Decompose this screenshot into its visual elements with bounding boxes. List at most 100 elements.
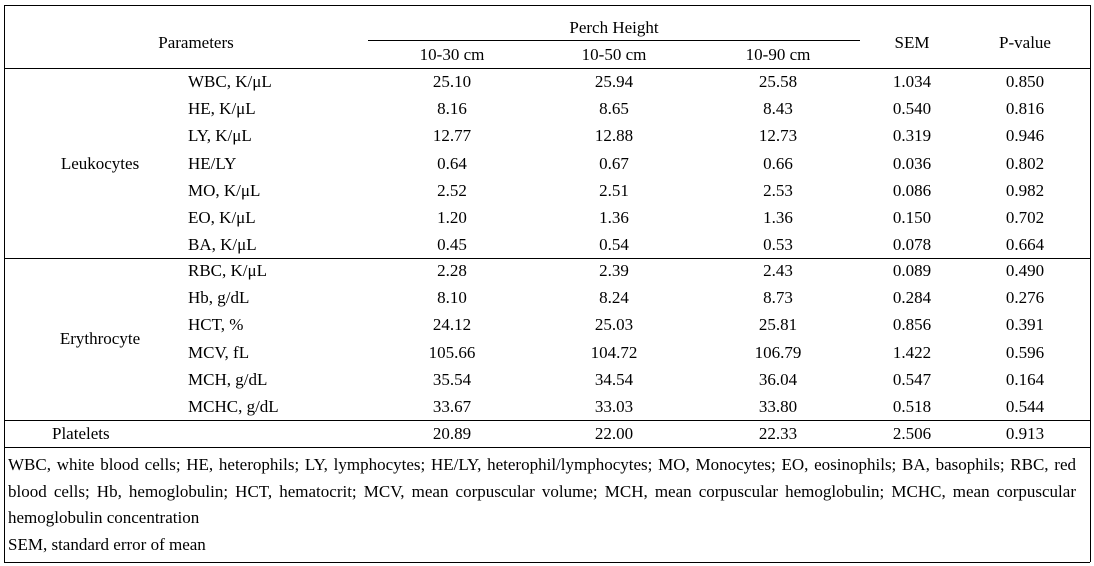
cell: 8.10 bbox=[437, 288, 467, 308]
cell: 0.518 bbox=[892, 397, 932, 416]
cell: 34.54 bbox=[594, 369, 634, 389]
cell: 0.850 bbox=[1005, 72, 1045, 91]
cell: 1.20 bbox=[437, 208, 467, 227]
cell: 2.43 bbox=[763, 261, 793, 280]
group-label: Leukocytes bbox=[60, 153, 140, 173]
cell: 8.43 bbox=[763, 99, 793, 119]
cell: 1.36 bbox=[763, 208, 793, 227]
cell: 0.596 bbox=[1005, 342, 1045, 362]
cell: 22.00 bbox=[594, 424, 634, 443]
rule bbox=[4, 5, 1090, 6]
cell: 2.51 bbox=[599, 180, 629, 200]
cell: 0.816 bbox=[1005, 99, 1045, 119]
cell: 0.64 bbox=[437, 153, 467, 173]
cell: 8.16 bbox=[437, 99, 467, 119]
border bbox=[1090, 5, 1091, 562]
cell: 25.58 bbox=[758, 72, 798, 91]
row-label: MO, K/μL bbox=[188, 180, 261, 200]
cell: 33.80 bbox=[758, 397, 798, 416]
header-cell: P-value bbox=[999, 33, 1051, 52]
header-cell: 10-30 cm bbox=[419, 45, 485, 64]
row-label: BA, K/μL bbox=[188, 235, 257, 255]
cell: 25.81 bbox=[758, 315, 798, 335]
cell: 2.39 bbox=[599, 261, 629, 280]
cell: 0.547 bbox=[892, 369, 932, 389]
cell: 0.664 bbox=[1005, 235, 1045, 255]
row-label: HCT, % bbox=[188, 315, 244, 335]
cell: 0.67 bbox=[599, 153, 629, 173]
cell: 0.490 bbox=[1005, 261, 1045, 280]
cell: 0.319 bbox=[892, 126, 932, 146]
cell: 22.33 bbox=[758, 424, 798, 443]
cell: 12.88 bbox=[594, 126, 634, 146]
rule bbox=[4, 68, 1090, 69]
cell: 0.66 bbox=[763, 153, 793, 173]
cell: 2.52 bbox=[437, 180, 467, 200]
rule bbox=[4, 420, 1090, 421]
cell: 0.276 bbox=[1005, 288, 1045, 308]
row-label: WBC, K/μL bbox=[188, 72, 272, 91]
rule bbox=[4, 562, 1090, 563]
row-label: Hb, g/dL bbox=[188, 288, 250, 308]
row-label: HE, K/μL bbox=[188, 99, 256, 119]
header-cell: Parameters bbox=[158, 33, 234, 52]
row-label: LY, K/μL bbox=[188, 126, 252, 146]
rule bbox=[4, 447, 1090, 448]
cell: 12.73 bbox=[758, 126, 798, 146]
cell: 12.77 bbox=[432, 126, 472, 146]
cell: 0.150 bbox=[892, 208, 932, 227]
group-label: Platelets bbox=[52, 424, 110, 443]
cell: 33.03 bbox=[594, 397, 634, 416]
cell: 0.036 bbox=[892, 153, 932, 173]
footnote: WBC, white blood cells; HE, heterophils;… bbox=[8, 455, 1076, 527]
cell: 0.284 bbox=[892, 288, 932, 308]
border bbox=[4, 5, 5, 562]
cell: 106.79 bbox=[754, 342, 802, 362]
cell: 25.94 bbox=[594, 72, 634, 91]
cell: 0.54 bbox=[599, 235, 629, 255]
cell: 1.422 bbox=[892, 342, 932, 362]
cell: 8.73 bbox=[763, 288, 793, 308]
row-label: MCHC, g/dL bbox=[188, 397, 279, 416]
cell: 25.10 bbox=[432, 72, 472, 91]
rule bbox=[4, 258, 1090, 259]
cell: 0.946 bbox=[1005, 126, 1045, 146]
cell: 0.086 bbox=[892, 180, 932, 200]
row-label: MCV, fL bbox=[188, 342, 250, 362]
rule bbox=[368, 40, 860, 41]
cell: 0.53 bbox=[763, 235, 793, 255]
cell: 0.164 bbox=[1005, 369, 1045, 389]
cell: 8.24 bbox=[599, 288, 629, 308]
cell: 0.45 bbox=[437, 235, 467, 255]
cell: 1.034 bbox=[892, 72, 932, 91]
cell: 0.982 bbox=[1005, 180, 1045, 200]
header-cell: 10-50 cm bbox=[581, 45, 647, 64]
cell: 0.540 bbox=[892, 99, 932, 119]
row-label: EO, K/μL bbox=[188, 208, 256, 227]
row-label: MCH, g/dL bbox=[188, 369, 268, 389]
cell: 36.04 bbox=[758, 369, 798, 389]
cell: 33.67 bbox=[432, 397, 472, 416]
cell: 0.856 bbox=[892, 315, 932, 335]
footnote: SEM, standard error of mean bbox=[8, 534, 206, 554]
row-label: RBC, K/μL bbox=[188, 261, 268, 280]
cell: 35.54 bbox=[432, 369, 472, 389]
cell: 0.391 bbox=[1005, 315, 1045, 335]
cell: 104.72 bbox=[590, 342, 638, 362]
cell: 0.089 bbox=[892, 261, 932, 280]
cell: 2.53 bbox=[763, 180, 793, 200]
cell: 105.66 bbox=[428, 342, 476, 362]
cell: 2.28 bbox=[437, 261, 467, 280]
row-label: HE/LY bbox=[188, 153, 237, 173]
cell: 0.802 bbox=[1005, 153, 1045, 173]
cell: 1.36 bbox=[599, 208, 629, 227]
cell: 20.89 bbox=[432, 424, 472, 443]
cell: 8.65 bbox=[599, 99, 629, 119]
header-cell: 10-90 cm bbox=[745, 45, 811, 64]
cell: 2.506 bbox=[892, 424, 932, 443]
cell: 0.702 bbox=[1005, 208, 1045, 227]
header-cell: Perch Height bbox=[569, 18, 659, 37]
cell: 0.078 bbox=[892, 235, 932, 255]
cell: 0.913 bbox=[1005, 424, 1045, 443]
